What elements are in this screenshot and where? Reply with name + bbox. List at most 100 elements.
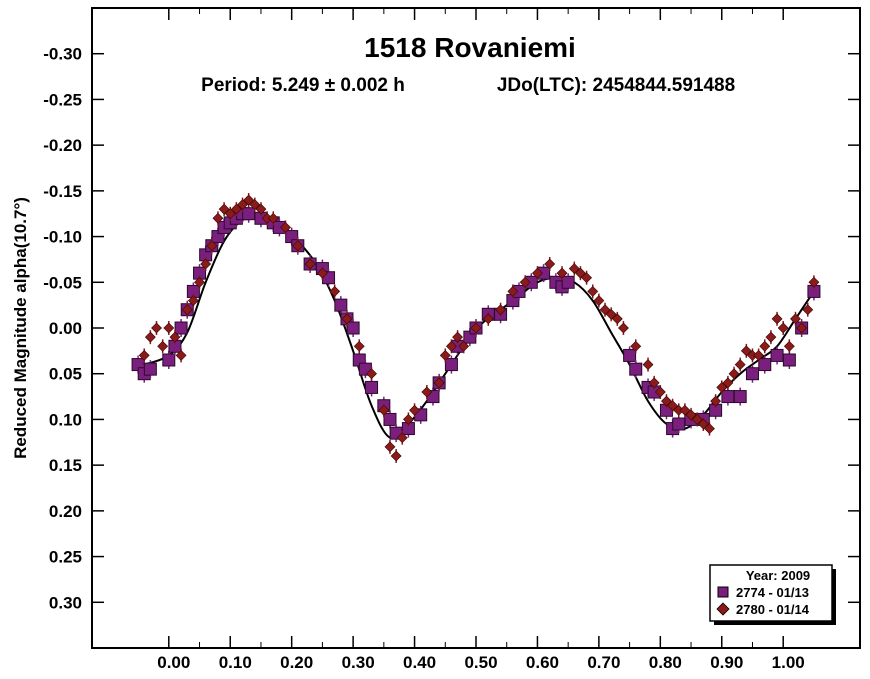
data-point-2780 xyxy=(378,404,390,416)
data-point-2780 xyxy=(292,240,304,252)
x-tick-label: 0.70 xyxy=(587,653,620,672)
data-point-2774 xyxy=(758,358,772,372)
data-point-2780 xyxy=(212,212,224,224)
data-point-2780 xyxy=(716,382,728,393)
data-point-2780 xyxy=(316,267,328,279)
data-point-2780 xyxy=(224,208,236,220)
x-tick-label: 1.00 xyxy=(772,653,805,672)
data-point-2780 xyxy=(753,350,765,361)
chart-subtitle-period: Period: 5.249 ± 0.002 h xyxy=(201,75,405,96)
data-point-2774 xyxy=(162,353,176,367)
data-point-2780 xyxy=(249,199,261,210)
legend-entry-2780: 2780 - 01/14 xyxy=(736,602,810,617)
data-point-2780 xyxy=(169,331,181,343)
data-point-2780 xyxy=(648,377,660,389)
legend: Year: 2009 2774 - 01/13 2780 - 01/14 xyxy=(709,564,836,625)
data-point-2780 xyxy=(243,194,255,206)
data-point-2774 xyxy=(242,207,256,221)
y-tick-label: -0.10 xyxy=(43,228,82,247)
data-point-2774 xyxy=(623,348,637,362)
data-point-2774 xyxy=(770,348,784,362)
x-tick-label: 0.60 xyxy=(526,653,559,672)
data-point-2780 xyxy=(495,304,507,316)
data-point-2780 xyxy=(507,286,519,297)
data-point-2780 xyxy=(544,258,556,270)
data-point-2780 xyxy=(783,340,795,352)
data-point-2774 xyxy=(782,353,796,367)
y-tick-label: -0.05 xyxy=(43,273,82,292)
data-point-2780 xyxy=(458,340,470,352)
y-tick-label: 0.00 xyxy=(49,319,82,338)
data-point-2780 xyxy=(304,258,316,270)
data-point-2780 xyxy=(144,331,156,343)
data-point-2774 xyxy=(733,390,747,404)
data-point-2780 xyxy=(482,313,494,325)
data-point-2774 xyxy=(672,417,686,431)
data-point-2780 xyxy=(366,368,377,380)
data-point-2780 xyxy=(409,404,420,416)
legend-title: Year: 2009 xyxy=(746,568,810,583)
data-point-2780 xyxy=(181,304,193,316)
data-point-2774 xyxy=(745,367,759,381)
data-point-2780 xyxy=(771,313,783,325)
data-point-2780 xyxy=(581,272,593,284)
x-tick-label: 0.00 xyxy=(157,653,190,672)
x-tick-label: 0.50 xyxy=(464,653,497,672)
y-tick-label: 0.30 xyxy=(49,593,82,612)
x-tick-label: 0.10 xyxy=(219,653,252,672)
data-point-2780 xyxy=(138,350,150,361)
y-tick-label: -0.15 xyxy=(43,182,82,201)
data-point-2780 xyxy=(704,423,715,434)
data-point-2780 xyxy=(611,313,623,325)
y-tick-label: -0.30 xyxy=(43,45,82,64)
data-point-2780 xyxy=(642,359,654,370)
chart-title: 1518 Rovaniemi xyxy=(364,32,576,63)
y-axis-label: Reduced Magnitude alpha(10.7°) xyxy=(11,197,30,459)
data-point-2780 xyxy=(206,240,218,252)
data-point-2780 xyxy=(691,414,703,425)
data-point-2780 xyxy=(599,304,611,316)
x-tick-label: 0.80 xyxy=(649,653,682,672)
data-point-2780 xyxy=(710,395,722,407)
data-point-2780 xyxy=(390,450,402,462)
data-point-2780 xyxy=(151,322,162,334)
data-point-2780 xyxy=(396,432,408,444)
legend-entry-2774: 2774 - 01/13 xyxy=(736,585,809,600)
data-point-2774 xyxy=(346,321,360,335)
data-point-2780 xyxy=(532,267,543,279)
data-point-2780 xyxy=(175,350,187,361)
data-point-2780 xyxy=(439,350,451,361)
data-point-2780 xyxy=(722,377,734,389)
data-point-2774 xyxy=(561,275,575,289)
data-point-2780 xyxy=(697,418,709,430)
y-tick-label: -0.20 xyxy=(43,136,82,155)
data-point-2780 xyxy=(790,313,801,325)
data-point-2780 xyxy=(470,322,482,334)
data-point-2774 xyxy=(334,298,348,312)
data-point-2780 xyxy=(255,203,267,215)
legend-marker-square xyxy=(717,586,729,598)
data-point-2780 xyxy=(237,199,248,210)
data-point-2780 xyxy=(421,386,433,398)
data-point-2780 xyxy=(654,386,666,398)
data-point-2780 xyxy=(384,441,396,453)
data-point-2780 xyxy=(157,340,169,352)
data-point-2780 xyxy=(568,263,580,274)
data-point-2780 xyxy=(734,359,746,370)
data-point-2780 xyxy=(187,295,199,306)
data-point-2774 xyxy=(365,380,379,394)
data-point-2774 xyxy=(444,358,458,372)
data-point-2780 xyxy=(630,340,642,352)
data-point-2780 xyxy=(230,203,242,215)
y-tick-label: 0.05 xyxy=(49,365,82,384)
legend-box xyxy=(709,564,833,622)
data-point-2780 xyxy=(728,368,740,380)
data-point-2780 xyxy=(452,331,463,343)
y-tick-label: 0.20 xyxy=(49,502,82,521)
y-tick-label: 0.25 xyxy=(49,548,82,567)
data-point-2774 xyxy=(629,362,643,376)
data-point-2780 xyxy=(445,340,457,352)
data-point-2780 xyxy=(593,295,605,306)
data-point-2780 xyxy=(218,203,230,215)
